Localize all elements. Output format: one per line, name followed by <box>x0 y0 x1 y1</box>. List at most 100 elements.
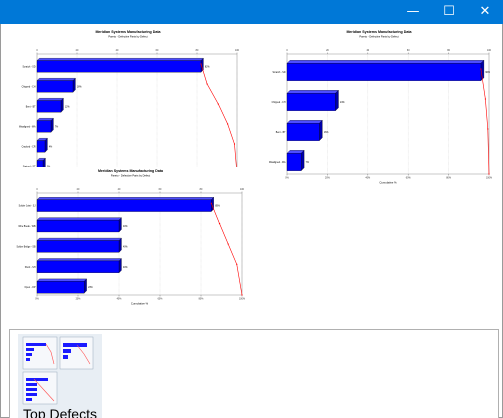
category-label: Short - SH <box>25 266 36 269</box>
bar <box>286 123 320 141</box>
category-label: Solder Joint - SJ <box>19 205 36 208</box>
bar-side <box>319 119 323 142</box>
bar-top <box>36 258 122 262</box>
cumulative-line <box>200 63 238 175</box>
category-label: Misaligned - MA <box>269 161 286 164</box>
bar <box>36 60 202 73</box>
cumulative-point <box>206 83 208 85</box>
top-tick-label: 100 <box>235 49 240 52</box>
cumulative-point <box>484 98 486 100</box>
cumulative-line <box>210 203 243 296</box>
bottom-tick-label: 40% <box>365 177 371 180</box>
top-tick-label: 60 <box>407 49 410 52</box>
value-label: 40% <box>123 267 128 269</box>
bottom-tick-label: 0% <box>285 177 289 180</box>
thumbnail-tray: Top Defects <box>9 329 499 418</box>
bar-top <box>36 118 54 121</box>
bar-side <box>118 237 122 253</box>
chart-title: Meridian Systems Manufacturing Data <box>98 169 164 173</box>
bar-top <box>36 58 204 61</box>
bar <box>286 63 482 81</box>
bar-top <box>36 278 87 282</box>
top-tick-label: 20 <box>76 49 79 52</box>
bar-side <box>300 149 305 172</box>
bottom-tick-label: 100% <box>239 298 246 301</box>
value-label: 7% <box>55 126 58 128</box>
top-tick-label: 80 <box>447 49 450 52</box>
title-bar: — ☐ ✕ <box>0 0 503 24</box>
top-tick-label: 40 <box>366 49 369 52</box>
bar <box>36 240 120 253</box>
maximize-icon: ☐ <box>443 4 455 19</box>
top-tick-label: 20 <box>77 188 80 191</box>
bar <box>36 260 120 273</box>
category-label: Misaligned - MA <box>19 125 36 128</box>
category-label: Bent - BT <box>276 131 286 134</box>
x-axis-label: Cumulative % <box>379 181 397 185</box>
top-tick-label: 60 <box>159 188 162 191</box>
category-label: Stained - ST <box>23 165 36 168</box>
cumulative-point <box>210 202 212 204</box>
bar-top <box>36 217 122 221</box>
pareto-chart-3[interactable]: Meridian Systems Manufacturing Data Paret… <box>13 167 248 309</box>
bottom-tick-label: 0% <box>35 298 39 301</box>
top-tick-label: 80 <box>200 188 203 191</box>
chart-title: Meridian Systems Manufacturing Data <box>95 30 161 34</box>
cumulative-point <box>480 68 482 70</box>
top-tick-label: 0 <box>36 188 38 191</box>
cumulative-point <box>217 103 219 105</box>
value-label: 23% <box>88 287 93 289</box>
maximize-button[interactable]: ☐ <box>431 0 467 24</box>
bar <box>36 100 62 113</box>
bar-side <box>118 217 122 233</box>
category-label: Scratch - SD <box>272 71 285 74</box>
chart-svg: Meridian Systems Manufacturing DataParet… <box>269 30 493 185</box>
value-label: 40% <box>123 226 128 228</box>
bar <box>36 140 46 153</box>
pareto-chart-2[interactable]: Meridian Systems Manufacturing Data Paret… <box>263 28 495 188</box>
value-label: 85% <box>215 206 220 208</box>
minimize-icon: — <box>406 4 420 19</box>
chart-svg: Meridian Systems Manufacturing DataParet… <box>19 30 241 185</box>
bottom-tick-label: 20% <box>325 177 331 180</box>
bar-side <box>50 117 54 133</box>
cumulative-point <box>227 243 229 245</box>
bottom-tick-label: 40% <box>117 298 123 301</box>
category-label: Wire Break - WB <box>18 225 36 228</box>
cumulative-point <box>487 128 489 130</box>
top-tick-label: 60 <box>156 49 159 52</box>
bar-side <box>335 89 339 112</box>
cumulative-point <box>236 263 238 265</box>
chart-title: Meridian Systems Manufacturing Data <box>346 30 412 34</box>
bar <box>36 199 212 212</box>
cumulative-point <box>488 173 490 175</box>
chart-subtitle: Pareto - Defective Parts by Defect <box>111 174 150 178</box>
bar <box>286 93 336 111</box>
bottom-tick-label: 100% <box>486 177 493 180</box>
bar <box>36 80 74 93</box>
value-label: 7% <box>306 162 309 164</box>
bar-side <box>44 137 48 153</box>
bar-side <box>118 258 122 274</box>
cumulative-point <box>227 123 229 125</box>
category-label: Scratch - SD <box>22 65 35 68</box>
value-label: 4% <box>49 146 52 148</box>
top-tick-label: 0 <box>286 49 288 52</box>
bottom-tick-label: 80% <box>446 177 452 180</box>
bar-top <box>36 237 122 241</box>
tray-item-top-defects[interactable]: Top Defects <box>18 334 102 418</box>
top-tick-label: 80 <box>196 49 199 52</box>
bar <box>36 120 52 133</box>
pareto-chart-1[interactable]: Meridian Systems Manufacturing Data Paret… <box>13 28 243 188</box>
close-button[interactable]: ✕ <box>467 0 503 24</box>
cumulative-point <box>233 143 236 145</box>
category-label: Chipped - CH <box>22 86 36 88</box>
bar-top <box>286 60 485 64</box>
category-label: Bent - BT <box>26 105 36 108</box>
bar <box>36 281 85 294</box>
category-label: Cracked - CR <box>22 145 36 148</box>
value-label: 40% <box>123 246 128 248</box>
top-tick-label: 100 <box>487 49 492 52</box>
minimize-button[interactable]: — <box>395 0 431 24</box>
bottom-tick-label: 60% <box>158 298 164 301</box>
